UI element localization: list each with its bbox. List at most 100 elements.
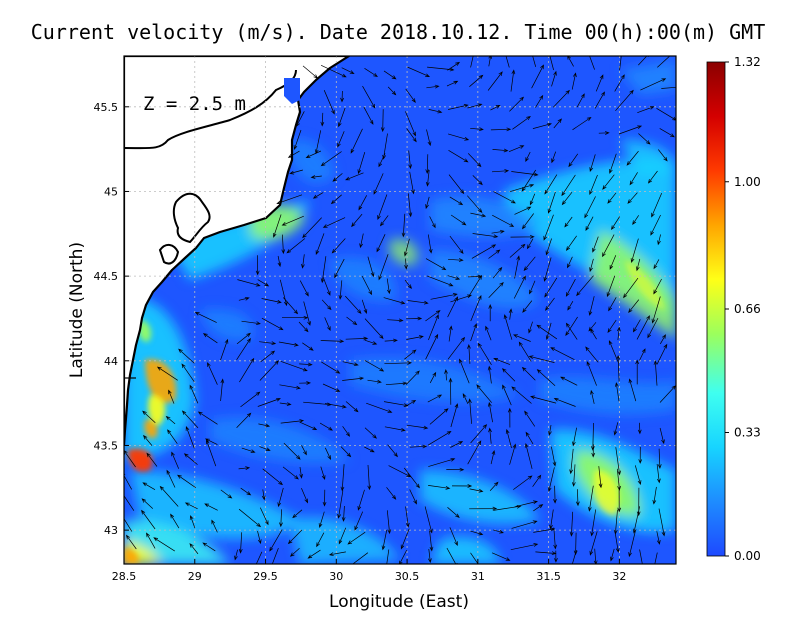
- velocity-arrow: [638, 446, 643, 464]
- velocity-arrow: [428, 109, 443, 114]
- x-axis-ticks: 28.5 29 29.5 30 30.5 31 31.5 32: [112, 559, 626, 583]
- velocity-arrow: [345, 401, 359, 413]
- velocity-arrow: [376, 234, 386, 253]
- velocity-arrow: [459, 358, 470, 384]
- velocity-arrow: [204, 503, 218, 511]
- velocity-arrow: [310, 175, 322, 179]
- velocity-arrow: [589, 56, 595, 70]
- velocity-arrow: [468, 398, 472, 424]
- velocity-arrow: [509, 443, 517, 465]
- velocity-arrow: [575, 489, 580, 507]
- velocity-arrow: [502, 384, 512, 406]
- velocity-arrow: [553, 118, 562, 129]
- velocity-arrow: [450, 441, 464, 448]
- velocity-arrow: [448, 150, 469, 163]
- velocity-arrow: [406, 335, 424, 340]
- velocity-arrow: [319, 422, 333, 431]
- velocity-arrow: [491, 229, 505, 234]
- velocity-arrow: [571, 72, 577, 90]
- map-plot-area: [124, 56, 676, 564]
- velocity-arrow: [406, 128, 417, 143]
- velocity-arrow: [142, 410, 156, 423]
- velocity-arrow: [299, 362, 313, 367]
- velocity-arrow: [342, 376, 365, 381]
- velocity-arrow: [259, 446, 271, 451]
- velocity-arrow: [560, 376, 578, 386]
- velocity-arrow: [337, 490, 344, 519]
- velocity-arrow: [383, 70, 397, 80]
- velocity-arrow: [523, 256, 536, 271]
- velocity-arrow: [614, 532, 620, 553]
- velocity-arrow: [345, 295, 362, 314]
- velocity-arrow: [236, 337, 251, 360]
- velocity-arrow: [364, 427, 377, 439]
- velocity-arrow: [321, 299, 332, 311]
- velocity-arrow: [514, 255, 521, 279]
- velocity-arrow: [405, 111, 416, 137]
- speed-field: [124, 60, 676, 564]
- velocity-arrow: [357, 151, 366, 175]
- velocity-arrow: [491, 169, 510, 173]
- velocity-arrow: [467, 440, 482, 465]
- velocity-arrow: [427, 394, 443, 403]
- velocity-arrow: [430, 293, 458, 300]
- velocity-arrow: [282, 315, 309, 320]
- velocity-arrow: [656, 463, 661, 484]
- speed-field-high: [124, 260, 665, 564]
- velocity-arrow: [567, 301, 574, 311]
- plot-frame: [123, 55, 677, 565]
- velocity-arrow: [425, 154, 430, 174]
- velocity-arrow: [489, 481, 499, 491]
- velocity-arrow: [289, 169, 303, 175]
- velocity-arrow: [522, 300, 533, 313]
- velocity-arrow: [513, 334, 531, 342]
- velocity-arrow: [424, 506, 433, 534]
- velocity-arrow: [358, 195, 368, 211]
- velocity-arrow: [362, 85, 376, 109]
- velocity-arrow: [220, 378, 225, 402]
- velocity-arrow: [661, 86, 676, 89]
- velocity-arrow: [324, 447, 331, 461]
- velocity-arrow: [406, 424, 429, 430]
- velocity-arrow: [586, 360, 597, 386]
- velocity-arrow: [576, 275, 594, 297]
- velocity-arrow: [532, 56, 537, 67]
- velocity-arrow: [568, 153, 579, 168]
- velocity-arrow: [386, 278, 391, 295]
- velocity-arrow: [341, 67, 355, 75]
- velocity-arrow: [598, 131, 610, 135]
- velocity-arrow: [405, 88, 416, 103]
- velocity-arrow: [553, 89, 570, 108]
- velocity-arrow: [197, 411, 218, 425]
- velocity-arrow: [615, 89, 634, 112]
- velocity-arrow: [338, 280, 343, 300]
- velocity-arrow: [607, 192, 617, 204]
- velocity-arrow: [598, 466, 603, 489]
- velocity-arrow: [425, 170, 430, 187]
- velocity-arrow: [544, 277, 558, 298]
- velocity-arrow: [202, 333, 218, 344]
- velocity-arrow: [332, 173, 343, 182]
- velocity-arrow: [565, 235, 577, 251]
- velocity-arrow: [328, 551, 346, 557]
- velocity-arrow: [277, 487, 284, 508]
- velocity-arrow: [584, 196, 596, 219]
- velocity-arrow: [236, 412, 252, 429]
- velocity-arrow: [287, 150, 300, 158]
- velocity-arrow: [656, 343, 668, 365]
- velocity-arrow: [301, 445, 307, 456]
- velocity-arrow: [405, 506, 410, 528]
- velocity-arrow: [341, 505, 346, 522]
- velocity-arrow: [659, 334, 666, 345]
- x-tick-label: 31.5: [536, 570, 561, 583]
- velocity-arrow: [659, 128, 675, 138]
- velocity-arrow: [614, 382, 620, 402]
- velocity-arrow: [653, 360, 658, 386]
- velocity-arrow: [381, 530, 388, 551]
- velocity-arrow: [428, 485, 451, 490]
- velocity-arrow: [156, 366, 178, 381]
- velocity-arrow: [470, 530, 484, 536]
- velocity-arrow: [388, 465, 412, 478]
- velocity-arrow: [146, 452, 158, 467]
- velocity-arrow: [595, 74, 604, 92]
